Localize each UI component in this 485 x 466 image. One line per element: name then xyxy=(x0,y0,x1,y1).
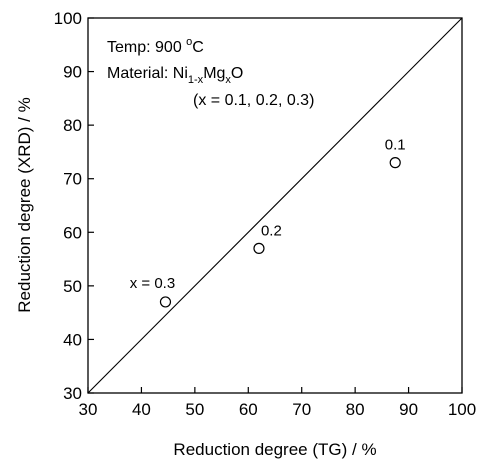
x-axis-label: Reduction degree (TG) / % xyxy=(173,440,376,459)
material-range-annotation: (x = 0.1, 0.2, 0.3) xyxy=(193,92,314,109)
x-tick-label: 90 xyxy=(399,400,418,419)
y-tick-label: 50 xyxy=(63,277,82,296)
data-point xyxy=(253,242,265,254)
data-point xyxy=(159,296,172,308)
point-label: 0.1 xyxy=(385,137,406,154)
data-points xyxy=(159,157,401,308)
y-tick-label: 100 xyxy=(54,9,82,28)
material-annotation: Material: Ni1-xMgxO xyxy=(107,65,243,86)
x-axis-ticks: 30 40 50 60 70 80 90 100 xyxy=(79,387,476,419)
y-tick-label: 80 xyxy=(63,116,82,135)
y-tick-label: 70 xyxy=(63,170,82,189)
temperature-annotation: Temp: 900 oC xyxy=(107,36,204,56)
y-tick-label: 30 xyxy=(63,384,82,403)
x-tick-label: 60 xyxy=(239,400,258,419)
y-tick-label: 40 xyxy=(63,330,82,349)
y-tick-label: 60 xyxy=(63,223,82,242)
reference-diagonal-line xyxy=(87,17,463,394)
point-label: x = 0.3 xyxy=(130,275,175,292)
y-axis-label: Reduction degree (XRD) / % xyxy=(15,97,34,312)
point-label: 0.2 xyxy=(261,222,282,239)
x-tick-label: 40 xyxy=(132,400,151,419)
y-tick-label: 90 xyxy=(63,63,82,82)
point-labels: x = 0.3 0.2 0.1 xyxy=(130,137,406,292)
data-point xyxy=(389,157,401,169)
degree-superscript: o xyxy=(186,36,192,48)
x-tick-label: 80 xyxy=(346,400,365,419)
x-tick-label: 30 xyxy=(79,400,98,419)
x-tick-label: 50 xyxy=(185,400,204,419)
plot-frame xyxy=(87,17,463,394)
y-axis-ticks: 30 40 50 60 70 80 90 100 xyxy=(54,9,94,403)
x-tick-label: 70 xyxy=(292,400,311,419)
x-tick-label: 100 xyxy=(448,400,476,419)
